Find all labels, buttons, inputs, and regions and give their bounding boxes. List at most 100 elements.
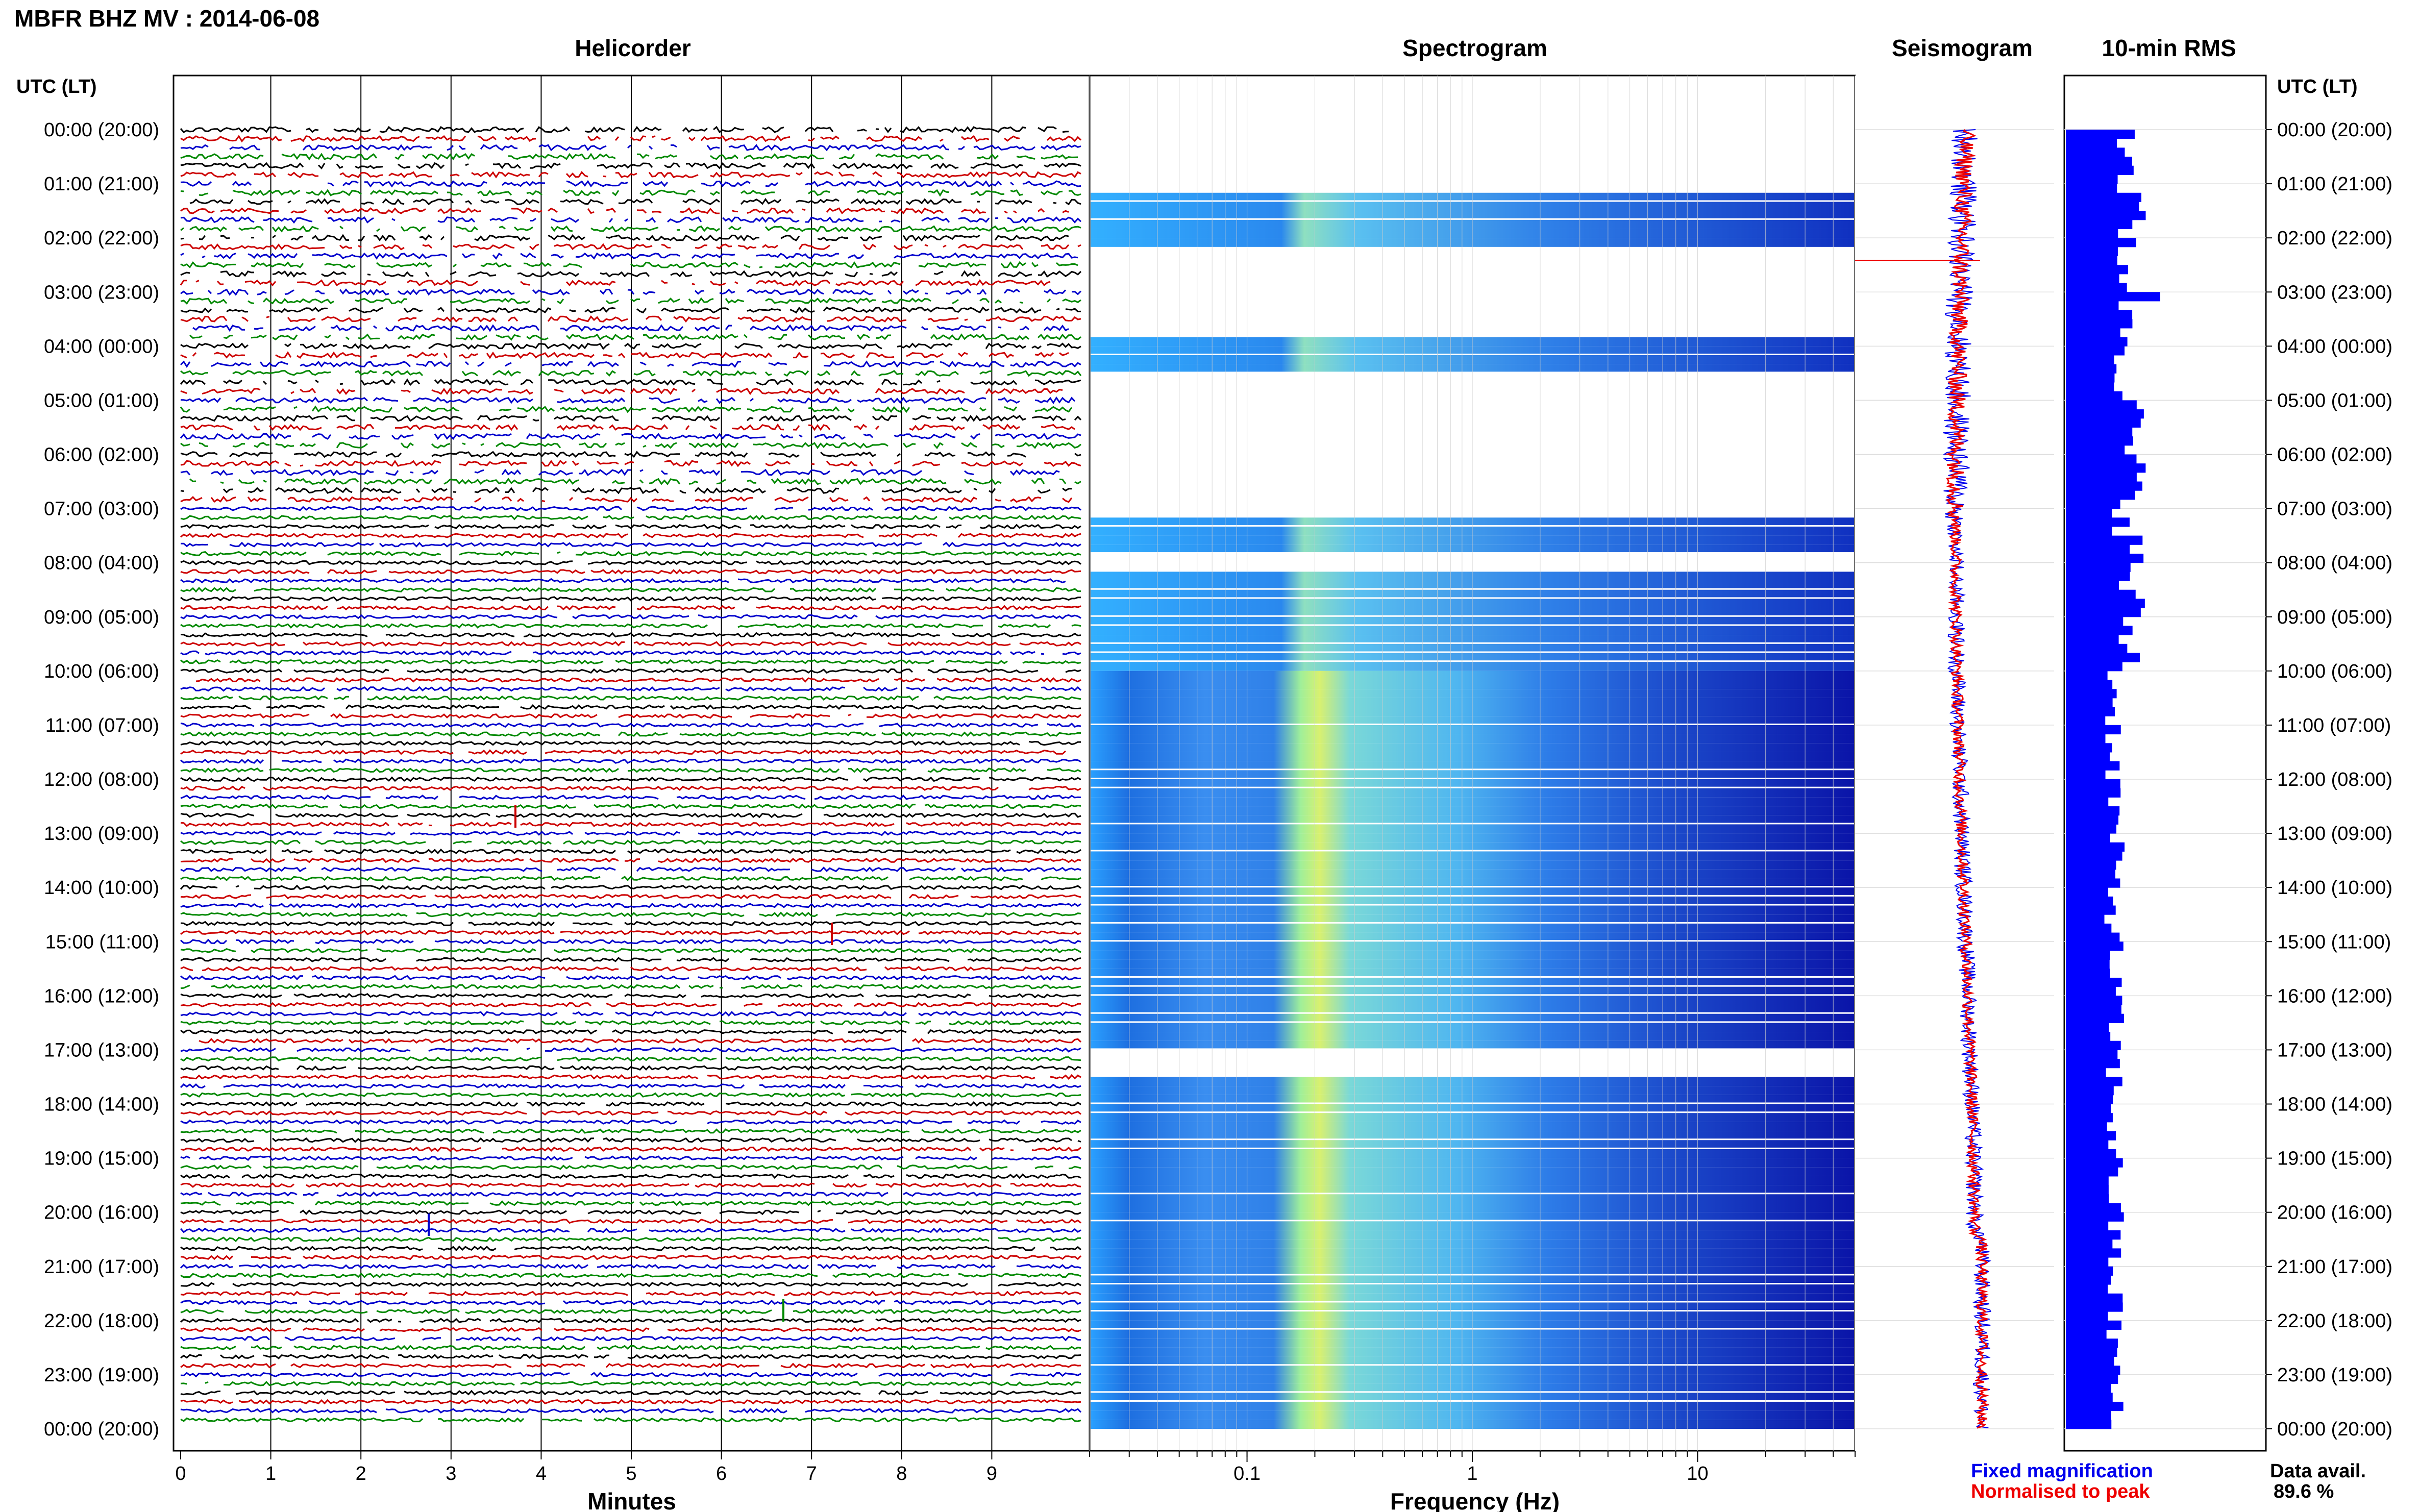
helicorder-trace xyxy=(180,297,1081,305)
time-label-left: 06:00 (02:00) xyxy=(44,444,159,466)
rms-bar xyxy=(2066,662,2122,672)
rms-bar xyxy=(2066,472,2137,482)
time-label-right: 05:00 (01:00) xyxy=(2277,390,2392,411)
helicorder-trace xyxy=(180,1146,1081,1152)
helicorder-trace xyxy=(180,930,1081,935)
rms-bar xyxy=(2066,544,2130,554)
rms-bar xyxy=(2066,292,2160,302)
rms-bar xyxy=(2066,797,2109,807)
rms-bar xyxy=(2066,211,2146,220)
rms-bar xyxy=(2066,1393,2113,1402)
helicorder-trace xyxy=(180,279,1051,287)
helicorder-trace xyxy=(189,478,1081,485)
time-label-left: 19:00 (15:00) xyxy=(44,1148,159,1170)
time-label-left: 08:00 (04:00) xyxy=(44,553,159,574)
helicorder-trace xyxy=(180,1245,1081,1252)
rms-bar xyxy=(2066,572,2130,581)
helicorder-trace xyxy=(180,803,1081,809)
helicorder-trace xyxy=(180,153,1078,161)
helicorder-trace xyxy=(180,767,1081,773)
rms-bar xyxy=(2066,1113,2113,1123)
rms-bar xyxy=(2066,1374,2118,1384)
rms-bar xyxy=(2066,969,2110,978)
time-label-left: 16:00 (12:00) xyxy=(44,985,159,1007)
helicorder-trace xyxy=(180,378,1081,386)
time-label-left: 02:00 (22:00) xyxy=(44,228,159,249)
rms-bar xyxy=(2066,454,2137,464)
helicorder-trace xyxy=(180,659,1081,665)
rms-bar xyxy=(2066,1401,2124,1411)
helicorder-trace xyxy=(180,1327,1081,1332)
spectrogram-tick-label: 0.1 xyxy=(1233,1463,1261,1484)
rms-bar xyxy=(2066,833,2110,843)
time-label-left: 21:00 (17:00) xyxy=(44,1256,159,1278)
time-label-left: 01:00 (21:00) xyxy=(44,173,159,195)
helicorder-trace xyxy=(180,812,1081,819)
rms-bar xyxy=(2066,743,2112,753)
helicorder-trace xyxy=(180,641,1081,647)
helicorder-x-ticks: 0 1 2 3 4 5 6 7 8 9 xyxy=(175,1451,997,1484)
rms-bar xyxy=(2066,707,2115,716)
rms-bar xyxy=(2066,788,2121,798)
spectrogram-tick-label: 1 xyxy=(1467,1463,1477,1484)
helicorder-trace xyxy=(180,1002,1081,1008)
rms-bar xyxy=(2066,941,2124,951)
time-label-right: 17:00 (13:00) xyxy=(2277,1039,2392,1061)
helicorder-trace xyxy=(180,396,1076,405)
time-label-right: 13:00 (09:00) xyxy=(2277,823,2392,845)
rms-bar xyxy=(2066,202,2139,211)
rms-bar xyxy=(2066,932,2120,942)
helicorder-trace xyxy=(180,586,1081,593)
helicorder-trace xyxy=(180,668,1081,674)
helicorder-trace xyxy=(180,1011,1081,1017)
time-label-right: 19:00 (15:00) xyxy=(2277,1148,2392,1170)
time-label-left: 14:00 (10:00) xyxy=(44,877,159,899)
rms-bar xyxy=(2066,355,2114,365)
helicorder-trace xyxy=(180,1128,1081,1134)
rms-bar xyxy=(2066,274,2119,284)
helicorder-trace xyxy=(180,1209,1081,1216)
helicorder-trace xyxy=(180,686,1082,692)
helicorder-trace xyxy=(180,180,1081,188)
spectrogram-x-label: Frequency (Hz) xyxy=(1390,1488,1560,1512)
rms-bar xyxy=(2066,626,2133,635)
rms-bar xyxy=(2066,265,2128,275)
time-label-left: 13:00 (09:00) xyxy=(44,823,159,845)
rms-bar xyxy=(2066,842,2125,852)
helicorder-trace xyxy=(180,126,1069,133)
rms-bar xyxy=(2066,1257,2109,1267)
rms-bar xyxy=(2066,1366,2120,1375)
helicorder-trace xyxy=(180,740,1081,746)
helicorder-tick-label: 8 xyxy=(896,1463,907,1484)
rms-bar xyxy=(2066,1347,2117,1357)
helicorder-trace xyxy=(180,1191,1081,1197)
rms-bar xyxy=(2066,418,2141,428)
helicorder-trace xyxy=(180,1074,1081,1080)
helicorder-title: Helicorder xyxy=(575,35,691,61)
rms-bar xyxy=(2066,1005,2121,1014)
helicorder-trace xyxy=(180,911,1081,918)
rms-bar xyxy=(2066,1104,2111,1113)
helicorder-trace xyxy=(180,1300,1081,1305)
time-label-right: 00:00 (20:00) xyxy=(2277,119,2392,141)
helicorder-trace xyxy=(180,821,1081,827)
helicorder-trace xyxy=(180,288,1082,296)
helicorder-trace xyxy=(180,938,1081,945)
helicorder-trace xyxy=(180,632,1081,638)
rms-bar xyxy=(2066,1339,2118,1348)
spectrogram-panel xyxy=(1089,75,1856,1452)
rms-bar xyxy=(2066,671,2108,681)
right-time-labels: 00:00 (20:00) 01:00 (21:00) 02:00 (22:00) 0… xyxy=(2277,119,2392,1440)
rms-bar xyxy=(2066,229,2118,238)
time-label-right: 08:00 (04:00) xyxy=(2277,553,2392,574)
rms-bar xyxy=(2066,256,2117,265)
rms-bar xyxy=(2066,391,2122,401)
rms-bar xyxy=(2066,409,2144,419)
rms-bar xyxy=(2066,1176,2109,1186)
rms-bar xyxy=(2066,535,2143,545)
helicorder-trace xyxy=(180,623,1081,629)
data-avail-value: 89.6 % xyxy=(2274,1481,2334,1502)
rms-bar xyxy=(2066,337,2128,346)
helicorder-trace xyxy=(180,514,1081,520)
